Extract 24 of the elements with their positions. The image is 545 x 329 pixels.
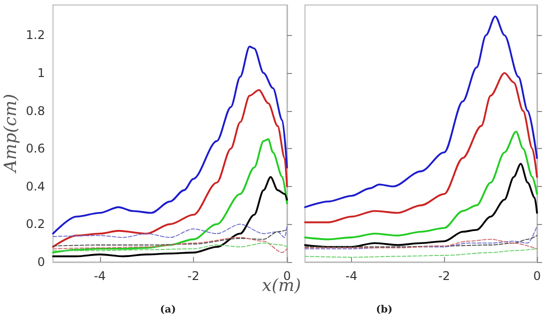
line-series <box>52 138 288 254</box>
line-series <box>52 242 288 252</box>
line-series <box>52 89 288 248</box>
x-tick-label: 0 <box>533 269 541 283</box>
x-tick-label: -4 <box>345 269 358 283</box>
x-tick-label: -4 <box>94 269 106 283</box>
text: (a) <box>160 304 176 316</box>
x-tick-label: -2 <box>438 269 450 283</box>
y-tick-label: 1 <box>37 66 45 80</box>
x-tick-label: -2 <box>187 269 200 283</box>
line-series <box>52 229 288 246</box>
line-series <box>52 176 288 258</box>
text: (b) <box>376 304 392 316</box>
y-tick-label: 1.2 <box>26 28 45 42</box>
line-series <box>52 224 288 238</box>
y-tick-label: 0.6 <box>26 142 45 156</box>
y-axis-title: Amp(cm) <box>1 94 21 174</box>
y-tick-label: 0.8 <box>26 104 45 118</box>
x-tick-label: 0 <box>283 269 291 283</box>
y-tick-label: 0.2 <box>26 217 45 232</box>
line-series <box>52 46 288 235</box>
y-tick-label: 0.4 <box>26 179 45 194</box>
line-series <box>52 236 288 253</box>
y-tick-label: 0 <box>37 255 45 269</box>
